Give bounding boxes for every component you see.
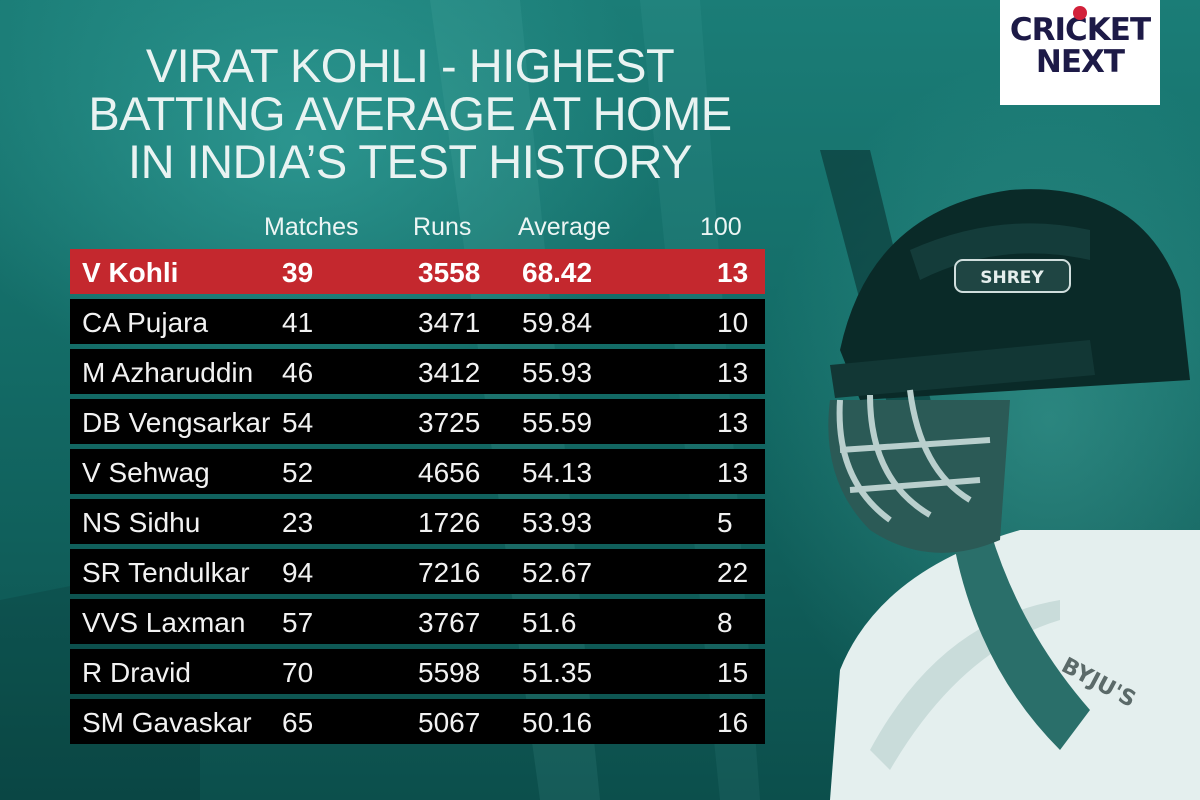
runs-value: 3558 (418, 257, 481, 288)
player-name: SR Tendulkar (82, 557, 250, 588)
title-line-2: BATTING AVERAGE AT HOME (88, 87, 732, 140)
player-name: SM Gavaskar (82, 707, 252, 738)
hundreds-value: 13 (717, 457, 749, 488)
average-value: 51.35 (522, 657, 593, 688)
title-line-3: IN INDIA’S TEST HISTORY (128, 135, 692, 188)
player-illustration: SHREY BYJU'S (820, 150, 1200, 800)
matches-value: 54 (282, 407, 314, 438)
hundreds-value: 13 (717, 257, 749, 288)
matches-value: 46 (282, 357, 314, 388)
average-value: 54.13 (522, 457, 593, 488)
player-name: M Azharuddin (82, 357, 254, 388)
table-row: V Sehwag 52 4656 54.13 13 (70, 449, 765, 494)
average-value: 51.6 (522, 607, 577, 638)
hundreds-value: 10 (717, 307, 749, 338)
average-value: 53.93 (522, 507, 593, 538)
hundreds-value: 13 (717, 357, 749, 388)
matches-value: 39 (282, 257, 314, 288)
average-value: 59.84 (522, 307, 593, 338)
average-value: 55.59 (522, 407, 593, 438)
matches-value: 70 (282, 657, 314, 688)
table-row: V Kohli 39 3558 68.42 13 (70, 249, 765, 294)
player-name: V Kohli (82, 257, 179, 288)
cricket-ball-icon (1073, 6, 1087, 20)
logo-line-2: NEXT (1035, 44, 1125, 80)
hundreds-value: 15 (717, 657, 749, 688)
matches-value: 94 (282, 557, 314, 588)
runs-value: 5598 (418, 657, 481, 688)
hundreds-value: 8 (717, 607, 733, 638)
player-name: V Sehwag (82, 457, 210, 488)
player-name: CA Pujara (82, 307, 209, 338)
player-name: R Dravid (82, 657, 191, 688)
matches-value: 41 (282, 307, 314, 338)
matches-value: 57 (282, 607, 314, 638)
header-hundreds: 100 (700, 213, 742, 241)
stats-table: Matches Runs Average 100 V Kohli 39 3558 68… (70, 205, 765, 749)
matches-value: 23 (282, 507, 314, 538)
table-row: SM Gavaskar 65 5067 50.16 16 (70, 699, 765, 744)
table-row: SR Tendulkar 94 7216 52.67 22 (70, 549, 765, 594)
runs-value: 1726 (418, 507, 481, 538)
runs-value: 7216 (418, 557, 481, 588)
hundreds-value: 16 (717, 707, 749, 738)
player-name: DB Vengsarkar (82, 407, 271, 438)
table-row: DB Vengsarkar 54 3725 55.59 13 (70, 399, 765, 444)
runs-value: 3725 (418, 407, 481, 438)
runs-value: 4656 (418, 457, 481, 488)
runs-value: 3471 (418, 307, 481, 338)
average-value: 52.67 (522, 557, 593, 588)
table-row: R Dravid 70 5598 51.35 15 (70, 649, 765, 694)
table-row: NS Sidhu 23 1726 53.93 5 (70, 499, 765, 544)
hundreds-value: 22 (717, 557, 749, 588)
chart-title: VIRAT KOHLI - HIGHEST BATTING AVERAGE AT… (50, 42, 770, 186)
cricketnext-logo: CRICKET NEXT (1000, 0, 1160, 105)
average-value: 55.93 (522, 357, 593, 388)
table-row: M Azharuddin 46 3412 55.93 13 (70, 349, 765, 394)
hundreds-value: 5 (717, 507, 733, 538)
player-name: VVS Laxman (82, 607, 246, 638)
table-row: VVS Laxman 57 3767 51.6 8 (70, 599, 765, 644)
table-row: CA Pujara 41 3471 59.84 10 (70, 299, 765, 344)
table-body: V Kohli 39 3558 68.42 13 CA Pujara 41 3471 59.84… (70, 249, 765, 744)
runs-value: 3412 (418, 357, 481, 388)
header-matches: Matches (264, 213, 359, 241)
header-runs: Runs (413, 213, 472, 241)
hundreds-value: 13 (717, 407, 749, 438)
matches-value: 52 (282, 457, 314, 488)
average-value: 68.42 (522, 257, 593, 288)
table-header: Matches Runs Average 100 (70, 205, 765, 249)
runs-value: 3767 (418, 607, 481, 638)
title-line-1: VIRAT KOHLI - HIGHEST (145, 39, 675, 92)
header-average: Average (518, 213, 611, 241)
runs-value: 5067 (418, 707, 481, 738)
average-value: 50.16 (522, 707, 593, 738)
helmet-label: SHREY (980, 268, 1044, 288)
player-name: NS Sidhu (82, 507, 201, 538)
matches-value: 65 (282, 707, 314, 738)
